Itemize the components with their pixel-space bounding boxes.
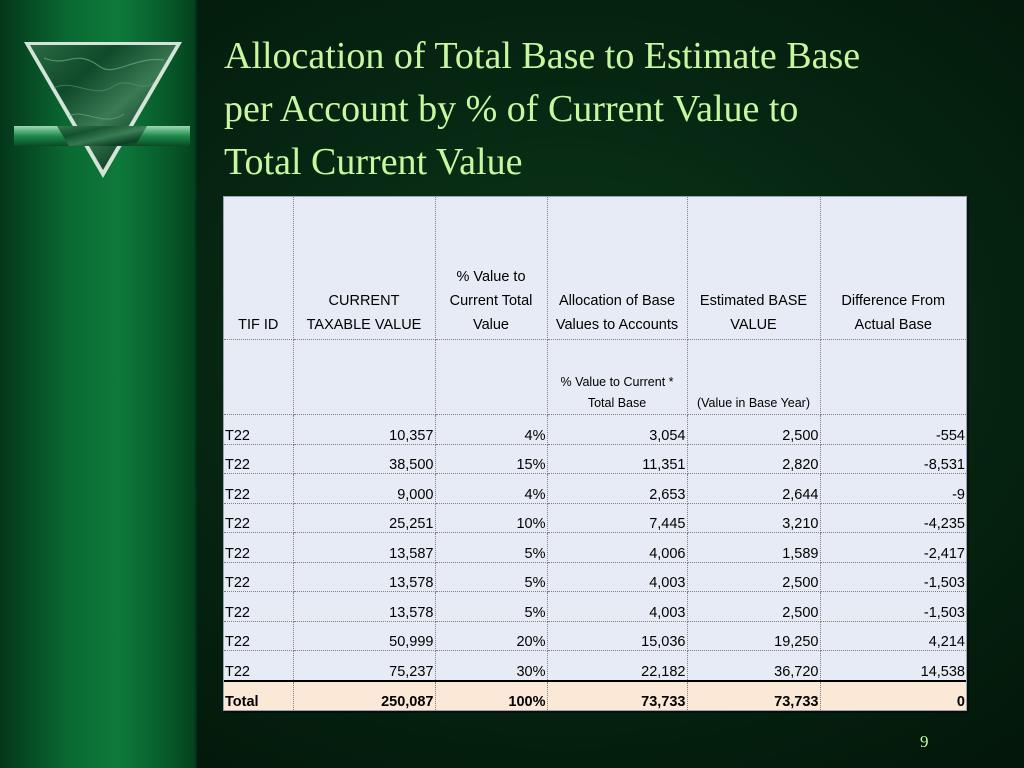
cell-estimated-base: 2,500 bbox=[687, 591, 821, 622]
cell-difference: -1,503 bbox=[820, 562, 966, 592]
table-row: T22 50,999 20% 15,036 19,250 4,214 bbox=[224, 621, 966, 651]
cell-allocation: 22,182 bbox=[547, 650, 688, 681]
cell-tif-id: T22 bbox=[224, 591, 294, 622]
table-row: T22 13,587 5% 4,006 1,589 -2,417 bbox=[224, 532, 966, 563]
cell-estimated-base: 2,820 bbox=[687, 444, 821, 474]
slide-page-number: 9 bbox=[920, 732, 929, 751]
cell-percent: 4% bbox=[435, 473, 548, 504]
table-row: T22 38,500 15% 11,351 2,820 -8,531 bbox=[224, 444, 966, 474]
cell-current-value: 75,237 bbox=[293, 650, 436, 681]
subheader-cell bbox=[820, 339, 966, 415]
allocation-table: TIF ID CURRENT TAXABLE VALUE % Value to … bbox=[224, 197, 966, 710]
table-header-row: TIF ID CURRENT TAXABLE VALUE % Value to … bbox=[224, 197, 966, 340]
cell-percent: 15% bbox=[435, 444, 548, 474]
cell-current-value: 25,251 bbox=[293, 503, 436, 533]
allocation-table-container: TIF ID CURRENT TAXABLE VALUE % Value to … bbox=[223, 196, 967, 711]
cell-difference: -4,235 bbox=[820, 503, 966, 533]
cell-tif-id: T22 bbox=[224, 444, 294, 474]
subheader-cell bbox=[435, 339, 548, 415]
cell-allocation: 15,036 bbox=[547, 621, 688, 651]
subheader-cell bbox=[293, 339, 436, 415]
cell-difference: -9 bbox=[820, 473, 966, 504]
cell-allocation: 7,445 bbox=[547, 503, 688, 533]
subheader-allocation-formula: % Value to Current * Total Base bbox=[547, 339, 688, 415]
table-subheader-row: % Value to Current * Total Base (Value i… bbox=[224, 339, 966, 415]
cell-percent: 10% bbox=[435, 503, 548, 533]
cell-current-value: 13,578 bbox=[293, 591, 436, 622]
cell-current-value: 10,357 bbox=[293, 414, 436, 445]
table-row: T22 9,000 4% 2,653 2,644 -9 bbox=[224, 473, 966, 504]
cell-difference: 14,538 bbox=[820, 650, 966, 681]
cell-allocation: 4,006 bbox=[547, 532, 688, 563]
total-allocation: 73,733 bbox=[547, 679, 688, 710]
cell-tif-id: T22 bbox=[224, 621, 294, 651]
subheader-cell bbox=[224, 339, 294, 415]
cell-estimated-base: 2,644 bbox=[687, 473, 821, 504]
cell-percent: 5% bbox=[435, 532, 548, 563]
cell-current-value: 13,587 bbox=[293, 532, 436, 563]
cell-tif-id: T22 bbox=[224, 650, 294, 681]
header-difference-actual-base: Difference From Actual Base bbox=[820, 197, 966, 340]
cell-estimated-base: 2,500 bbox=[687, 562, 821, 592]
cell-estimated-base: 36,720 bbox=[687, 650, 821, 681]
subheader-base-year-note: (Value in Base Year) bbox=[687, 339, 821, 415]
cell-tif-id: T22 bbox=[224, 414, 294, 445]
cell-estimated-base: 3,210 bbox=[687, 503, 821, 533]
cell-current-value: 13,578 bbox=[293, 562, 436, 592]
cell-percent: 5% bbox=[435, 562, 548, 592]
cell-tif-id: T22 bbox=[224, 503, 294, 533]
cell-allocation: 3,054 bbox=[547, 414, 688, 445]
cell-tif-id: T22 bbox=[224, 562, 294, 592]
header-percent-value: % Value to Current Total Value bbox=[435, 197, 548, 340]
header-current-taxable-value: CURRENT TAXABLE VALUE bbox=[293, 197, 436, 340]
total-current-value: 250,087 bbox=[293, 679, 436, 710]
cell-difference: -8,531 bbox=[820, 444, 966, 474]
cell-estimated-base: 1,589 bbox=[687, 532, 821, 563]
table-total-row: Total 250,087 100% 73,733 73,733 0 bbox=[224, 679, 966, 710]
cell-current-value: 50,999 bbox=[293, 621, 436, 651]
cell-allocation: 4,003 bbox=[547, 562, 688, 592]
green-marble-triangle-logo-icon bbox=[14, 42, 190, 178]
header-estimated-base-value: Estimated BASE VALUE bbox=[687, 197, 821, 340]
cell-difference: -554 bbox=[820, 414, 966, 445]
cell-difference: -1,503 bbox=[820, 591, 966, 622]
table-row: T22 13,578 5% 4,003 2,500 -1,503 bbox=[224, 562, 966, 592]
cell-percent: 4% bbox=[435, 414, 548, 445]
cell-difference: 4,214 bbox=[820, 621, 966, 651]
header-tif-id: TIF ID bbox=[224, 197, 294, 340]
slide-title: Allocation of Total Base to Estimate Bas… bbox=[224, 35, 861, 183]
total-percent: 100% bbox=[435, 679, 548, 710]
cell-percent: 5% bbox=[435, 591, 548, 622]
cell-difference: -2,417 bbox=[820, 532, 966, 563]
cell-allocation: 4,003 bbox=[547, 591, 688, 622]
total-label: Total bbox=[224, 679, 294, 710]
table-row: T22 13,578 5% 4,003 2,500 -1,503 bbox=[224, 591, 966, 622]
cell-percent: 30% bbox=[435, 650, 548, 681]
cell-estimated-base: 19,250 bbox=[687, 621, 821, 651]
table-row: T22 75,237 30% 22,182 36,720 14,538 bbox=[224, 650, 966, 681]
cell-tif-id: T22 bbox=[224, 473, 294, 504]
table-row: T22 25,251 10% 7,445 3,210 -4,235 bbox=[224, 503, 966, 533]
cell-allocation: 11,351 bbox=[547, 444, 688, 474]
cell-estimated-base: 2,500 bbox=[687, 414, 821, 445]
table-row: T22 10,357 4% 3,054 2,500 -554 bbox=[224, 414, 966, 445]
cell-current-value: 38,500 bbox=[293, 444, 436, 474]
cell-tif-id: T22 bbox=[224, 532, 294, 563]
cell-current-value: 9,000 bbox=[293, 473, 436, 504]
cell-percent: 20% bbox=[435, 621, 548, 651]
cell-allocation: 2,653 bbox=[547, 473, 688, 504]
total-difference: 0 bbox=[820, 679, 966, 710]
total-estimated-base: 73,733 bbox=[687, 679, 821, 710]
header-allocation-base-values: Allocation of Base Values to Accounts bbox=[547, 197, 688, 340]
